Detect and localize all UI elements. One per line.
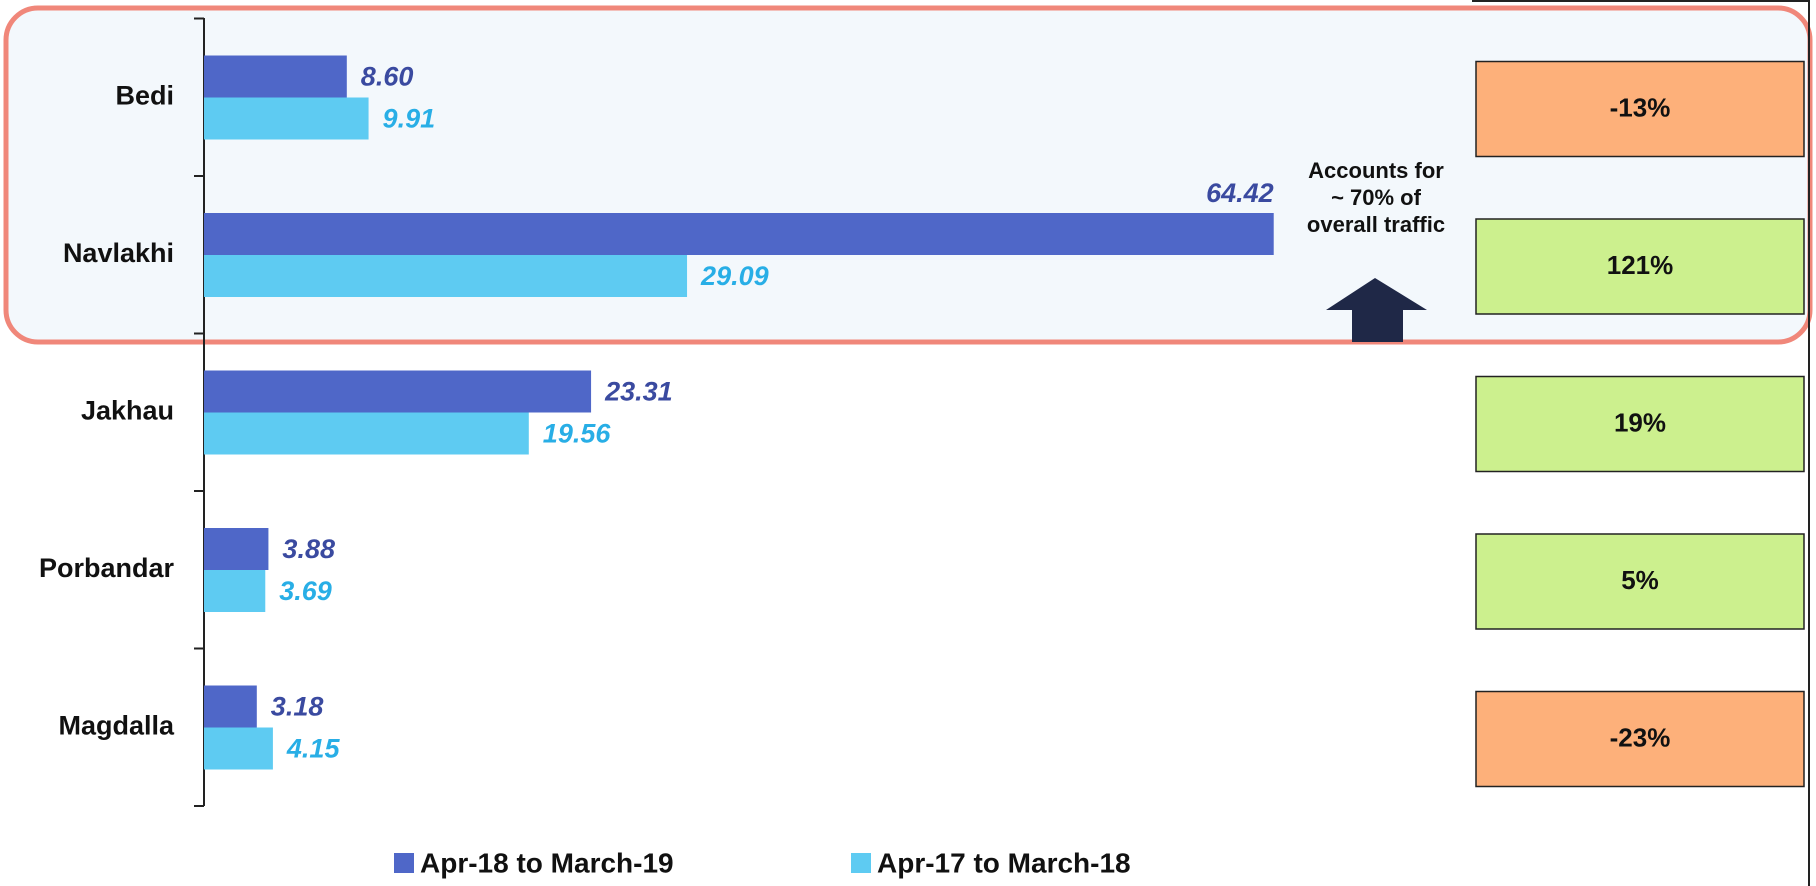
legend-label: Apr-17 to March-18	[877, 847, 1131, 878]
growth-label: -13%	[1610, 92, 1671, 122]
arrow	[1326, 278, 1427, 342]
annotation: ~ 70% of	[1331, 185, 1422, 210]
growth-box	[1475, 218, 1805, 315]
bar	[204, 370, 592, 413]
value-label: 3.88	[282, 534, 335, 564]
category-label: Jakhau	[81, 396, 174, 426]
value-label: 3.18	[271, 692, 324, 722]
category-label: Porbandar	[39, 553, 175, 583]
annotation: Accounts for	[1308, 158, 1444, 183]
growth-box	[1475, 60, 1805, 158]
legend-swatch	[851, 853, 871, 873]
growth-box	[1475, 533, 1805, 630]
bar	[204, 97, 369, 140]
growth-box	[1475, 690, 1805, 788]
value-label: 3.69	[279, 576, 332, 606]
bar	[204, 528, 269, 570]
bar	[204, 255, 688, 297]
value-label: 4.15	[286, 734, 341, 764]
value-label: 64.42	[1206, 178, 1274, 208]
category-label: Bedi	[115, 81, 174, 111]
value-label: 19.56	[543, 419, 612, 449]
annotation: overall traffic	[1307, 212, 1445, 237]
bar	[204, 55, 347, 98]
growth-label: -23%	[1610, 722, 1671, 752]
bar	[204, 412, 529, 455]
value-label: 23.31	[604, 377, 673, 407]
bar	[204, 570, 266, 612]
bar	[204, 685, 257, 728]
value-label: 9.91	[383, 104, 436, 134]
category-label: Magdalla	[58, 711, 175, 741]
growth-label: 5%	[1621, 565, 1659, 595]
legend-label: Apr-18 to March-19	[420, 847, 674, 878]
growth-box	[1475, 375, 1805, 473]
growth-label: 121%	[1607, 250, 1674, 280]
value-label: 29.09	[700, 261, 769, 291]
growth-label: 19%	[1614, 407, 1666, 437]
value-label: 8.60	[361, 62, 414, 92]
bar	[204, 727, 273, 770]
legend-swatch	[394, 853, 414, 873]
category-label: Navlakhi	[63, 238, 174, 268]
bar	[204, 213, 1274, 255]
